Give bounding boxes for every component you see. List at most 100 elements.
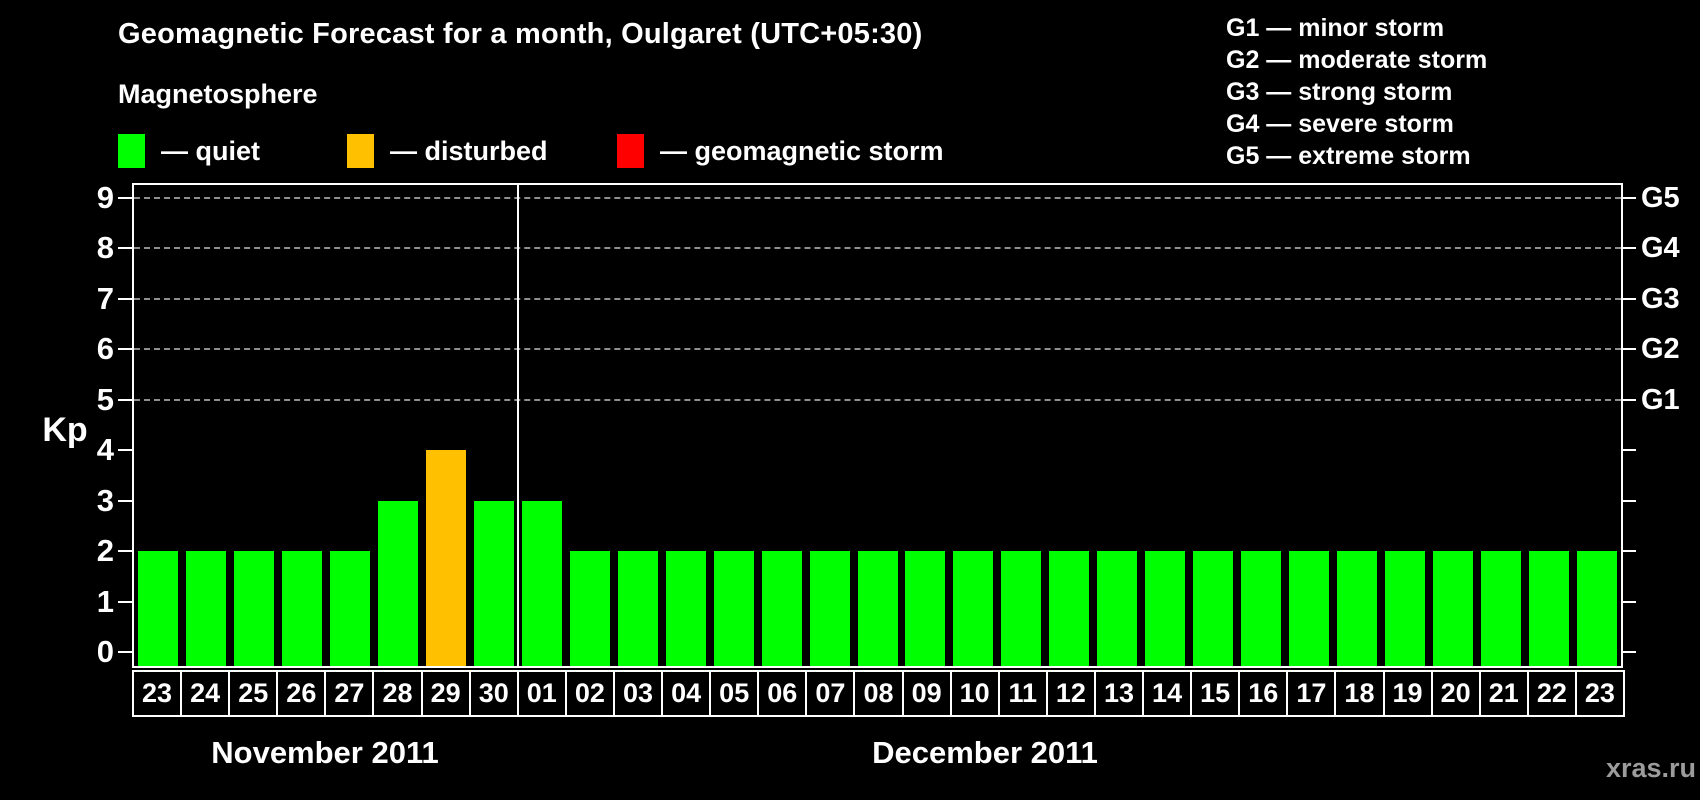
date-cell: 15 xyxy=(1190,670,1241,717)
kp-bar xyxy=(1433,551,1474,666)
left-axis-tick xyxy=(118,348,132,350)
g-legend-line: G3 — strong storm xyxy=(1226,78,1453,106)
kp-tick-label: 5 xyxy=(96,381,114,417)
legend-item: — quiet xyxy=(118,133,260,169)
magnetosphere-legend: — quiet — disturbed — geomagnetic storm xyxy=(0,133,1120,169)
right-axis-tick xyxy=(1622,247,1636,249)
date-cell: 23 xyxy=(132,670,183,717)
magnetosphere-legend-heading: Magnetosphere xyxy=(118,79,318,109)
kp-bar xyxy=(281,551,322,666)
right-axis-tick xyxy=(1622,600,1636,603)
g-legend-line: G5 — extreme storm xyxy=(1226,142,1471,170)
date-cell: 10 xyxy=(949,670,1000,717)
kp-bar xyxy=(1289,551,1330,666)
kp-bar xyxy=(1385,551,1426,666)
kp-bar xyxy=(185,551,226,666)
chart-title: Geomagnetic Forecast for a month, Oulgar… xyxy=(118,18,923,50)
kp-bar xyxy=(377,500,418,666)
g-legend-line: G4 — severe storm xyxy=(1226,110,1454,138)
g-scale-label: G2 xyxy=(1641,333,1680,365)
date-cell: 18 xyxy=(1334,670,1385,717)
kp-bar xyxy=(1577,551,1618,666)
kp-bar xyxy=(473,500,514,666)
kp-tick-label: 0 xyxy=(96,634,114,669)
kp-bar xyxy=(137,551,178,666)
left-axis-tick xyxy=(118,600,132,603)
date-cell: 17 xyxy=(1286,670,1337,717)
g-scale-label: G3 xyxy=(1641,282,1680,315)
gridline-kp7 xyxy=(134,297,1621,300)
left-axis-tick xyxy=(118,449,132,451)
date-cell: 06 xyxy=(757,670,808,717)
legend-label: — quiet xyxy=(161,135,260,166)
right-axis-tick xyxy=(1622,499,1636,502)
left-axis-tick xyxy=(118,651,132,653)
date-cell: 11 xyxy=(997,670,1048,717)
date-cell: 12 xyxy=(1045,670,1096,717)
kp-tick-label: 2 xyxy=(96,533,114,568)
kp-bar xyxy=(617,551,658,666)
kp-bar xyxy=(521,500,562,666)
left-axis-tick xyxy=(118,499,132,502)
month-label: November 2011 xyxy=(211,735,439,770)
right-axis-tick xyxy=(1622,398,1636,401)
date-cell: 02 xyxy=(564,670,615,717)
right-axis-tick xyxy=(1622,196,1636,199)
kp-bar xyxy=(953,551,994,666)
kp-bar xyxy=(857,551,898,666)
kp-bar xyxy=(1193,551,1234,666)
left-axis-tick xyxy=(118,550,132,552)
date-cell: 04 xyxy=(661,670,712,717)
g-scale-label: G5 xyxy=(1641,181,1680,214)
kp-bar xyxy=(1337,551,1378,666)
g-legend-line: G1 — minor storm xyxy=(1226,14,1445,42)
right-axis-tick xyxy=(1622,651,1636,653)
gridline-kp5 xyxy=(134,398,1621,401)
legend-swatch-quiet xyxy=(118,134,145,168)
date-cell: 19 xyxy=(1382,670,1433,717)
kp-bar xyxy=(1529,551,1570,666)
kp-bar xyxy=(809,551,850,666)
date-cell: 08 xyxy=(853,670,904,717)
date-cell: 01 xyxy=(516,670,567,717)
left-axis-tick xyxy=(118,398,132,401)
kp-bar xyxy=(1241,551,1282,666)
date-cell: 30 xyxy=(468,670,519,717)
left-axis-tick xyxy=(118,247,132,249)
g-scale-label: G1 xyxy=(1641,383,1680,416)
month-divider xyxy=(516,185,519,666)
left-axis-tick xyxy=(118,196,132,199)
date-cell: 07 xyxy=(805,670,856,717)
legend-label: — disturbed xyxy=(390,135,548,166)
date-cell: 13 xyxy=(1093,670,1145,717)
left-axis-tick xyxy=(118,297,132,300)
date-cell: 22 xyxy=(1526,670,1577,717)
right-axis-tick xyxy=(1622,550,1636,552)
legend-item: — geomagnetic storm xyxy=(617,133,944,169)
kp-bar xyxy=(329,551,370,666)
kp-bar xyxy=(425,450,466,666)
kp-tick-label: 1 xyxy=(96,583,114,619)
kp-bar xyxy=(713,551,754,666)
kp-bar xyxy=(1097,551,1138,666)
date-cell: 27 xyxy=(324,670,375,717)
date-cell: 21 xyxy=(1478,670,1529,717)
kp-bar xyxy=(665,551,706,666)
kp-tick-label: 7 xyxy=(96,280,114,316)
legend-item: — disturbed xyxy=(347,133,548,169)
kp-bar xyxy=(1481,551,1522,666)
gridline-kp8 xyxy=(134,247,1621,249)
month-label: December 2011 xyxy=(872,735,1098,770)
kp-axis-label: Kp xyxy=(42,411,88,449)
date-cell: 23 xyxy=(1574,670,1625,717)
date-cell: 05 xyxy=(709,670,760,717)
date-cell: 28 xyxy=(372,670,423,717)
date-cell: 26 xyxy=(276,670,327,717)
right-axis-tick xyxy=(1622,449,1636,451)
legend-label: — geomagnetic storm xyxy=(660,135,944,166)
date-cell: 16 xyxy=(1238,670,1289,717)
kp-bar xyxy=(1049,551,1090,666)
g-scale-label: G4 xyxy=(1641,232,1680,264)
g-scale-legend: G1 — minor storm G2 — moderate storm G3 — … xyxy=(1226,12,1487,172)
